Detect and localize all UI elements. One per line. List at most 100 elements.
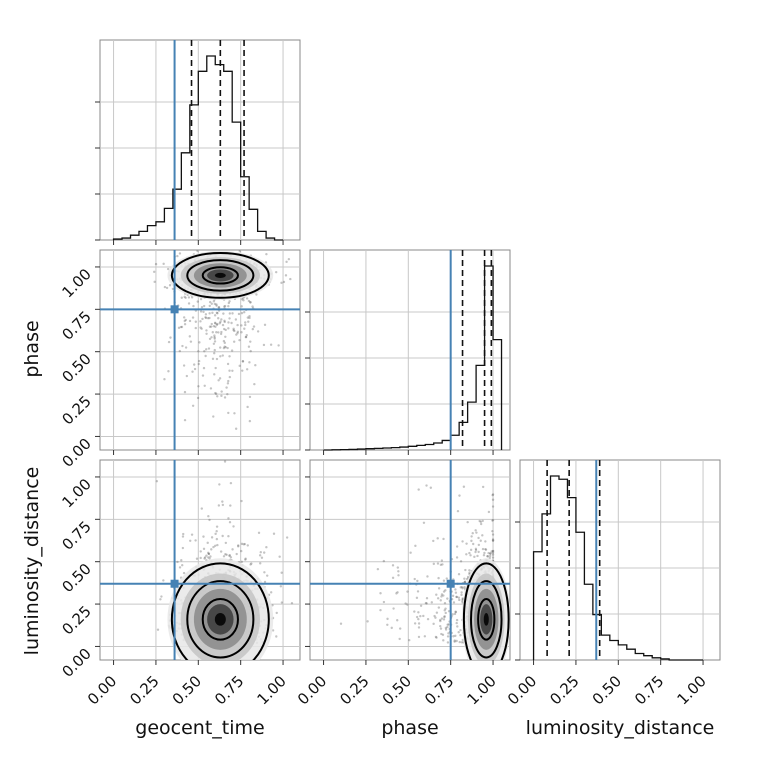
joint-luminosity_distance-vs-geocent_time-sample <box>259 551 262 554</box>
joint-luminosity_distance-vs-geocent_time-sample <box>280 571 283 574</box>
joint-phase-vs-geocent_time-sample <box>242 299 245 302</box>
joint-luminosity_distance-vs-phase-sample <box>474 547 478 551</box>
joint-luminosity_distance-vs-geocent_time-sample <box>258 554 262 557</box>
joint-luminosity_distance-vs-phase-sample <box>469 554 472 557</box>
joint-phase-vs-geocent_time-sample <box>284 274 288 277</box>
joint-phase-vs-geocent_time-sample <box>223 320 226 324</box>
joint-luminosity_distance-vs-geocent_time-sample <box>178 566 182 569</box>
joint-phase-vs-geocent_time-sample <box>241 360 245 363</box>
joint-luminosity_distance-vs-geocent_time-sample <box>265 546 268 549</box>
joint-luminosity_distance-vs-phase-sample <box>491 556 495 559</box>
joint-luminosity_distance-vs-phase-sample <box>477 543 481 547</box>
joint-luminosity_distance-vs-phase-sample <box>447 623 450 626</box>
joint-luminosity_distance-vs-phase-sample <box>406 603 409 606</box>
joint-phase-vs-geocent_time-sample <box>189 340 193 343</box>
joint-phase-vs-geocent_time-sample <box>285 260 288 264</box>
joint-luminosity_distance-vs-geocent_time-sample <box>271 629 275 632</box>
joint-phase-vs-geocent_time-sample <box>247 299 251 303</box>
joint-luminosity_distance-vs-phase-sample <box>397 574 400 577</box>
joint-phase-vs-geocent_time-sample <box>289 277 292 281</box>
joint-luminosity_distance-vs-phase-sample <box>457 596 461 599</box>
joint-luminosity_distance-vs-phase-sample <box>481 534 484 537</box>
joint-phase-vs-geocent_time-sample <box>182 316 186 319</box>
joint-luminosity_distance-vs-geocent_time-sample <box>207 551 210 555</box>
joint-phase-vs-geocent_time-sample <box>227 301 231 305</box>
joint-luminosity_distance-vs-phase-sample <box>459 586 462 589</box>
joint-phase-vs-geocent_time-sample <box>212 415 215 418</box>
joint-luminosity_distance-vs-geocent_time-sample <box>279 585 283 588</box>
joint-luminosity_distance-vs-phase-sample <box>382 600 386 604</box>
joint-luminosity_distance-vs-geocent_time-sample <box>231 548 234 551</box>
joint-luminosity_distance-vs-phase-sample <box>439 619 442 623</box>
joint-phase-vs-geocent_time-sample <box>254 364 257 367</box>
joint-luminosity_distance-vs-phase-sample <box>470 539 473 543</box>
joint-phase-vs-geocent_time-sample <box>201 317 204 321</box>
joint-luminosity_distance-vs-phase-sample <box>425 597 429 600</box>
joint-luminosity_distance-vs-geocent_time-sample <box>208 518 211 522</box>
joint-phase-vs-geocent_time-sample <box>222 339 226 343</box>
joint-phase-vs-geocent_time-sample <box>251 305 254 308</box>
joint-phase-vs-geocent_time-sample <box>269 343 273 346</box>
joint-luminosity_distance-vs-phase-sample <box>436 597 440 600</box>
joint-luminosity_distance-vs-phase-sample <box>426 575 429 578</box>
joint-phase-vs-geocent_time-sample <box>208 300 212 304</box>
joint-phase-vs-geocent_time-panel: 0.00 0.25 0.50 0.75 1.00 <box>58 249 301 471</box>
joint-phase-vs-geocent_time-sample <box>231 312 234 315</box>
joint-luminosity_distance-vs-phase-sample <box>442 594 445 597</box>
joint-phase-vs-geocent_time-sample <box>213 373 216 376</box>
hist-luminosity_distance-xtick-label-1: 0.25 <box>546 672 582 708</box>
joint-luminosity_distance-vs-phase-sample <box>477 536 480 540</box>
joint-luminosity_distance-vs-geocent_time-sample <box>240 499 243 503</box>
joint-phase-vs-geocent_time-sample <box>218 322 222 325</box>
joint-phase-vs-geocent_time-sample <box>232 340 236 343</box>
joint-luminosity_distance-vs-phase-sample <box>474 550 477 554</box>
joint-luminosity_distance-vs-geocent_time-xtick-label-4: 1.00 <box>254 672 290 708</box>
joint-luminosity_distance-vs-phase-sample <box>488 556 491 560</box>
joint-luminosity_distance-vs-phase-sample <box>479 522 483 526</box>
joint-phase-vs-geocent_time-sample <box>213 337 216 340</box>
joint-phase-vs-geocent_time-sample <box>240 311 244 315</box>
joint-luminosity_distance-vs-phase-sample <box>413 610 416 613</box>
joint-phase-vs-geocent_time-sample <box>191 370 194 373</box>
joint-phase-vs-geocent_time-sample <box>205 332 208 335</box>
joint-luminosity_distance-vs-phase-sample <box>491 551 495 554</box>
hist-luminosity_distance-panel: 0.00 0.25 0.50 0.75 1.00 <box>504 459 721 708</box>
joint-phase-vs-geocent_time-sample <box>238 250 241 253</box>
joint-phase-vs-geocent_time-sample <box>230 349 234 352</box>
joint-phase-vs-geocent_time-sample <box>163 285 167 289</box>
joint-luminosity_distance-vs-geocent_time-sample <box>216 543 219 547</box>
joint-luminosity_distance-vs-phase-sample <box>444 611 447 615</box>
joint-luminosity_distance-vs-phase-sample <box>483 551 486 555</box>
joint-luminosity_distance-vs-phase-sample <box>435 611 439 614</box>
ylabel-luminosity_distance: luminosity_distance <box>21 467 43 656</box>
joint-luminosity_distance-vs-phase-sample <box>437 587 441 590</box>
joint-luminosity_distance-vs-geocent_time-sample <box>266 574 269 577</box>
joint-luminosity_distance-vs-geocent_time-sample <box>199 556 202 560</box>
joint-phase-vs-geocent_time-sample <box>240 331 243 334</box>
joint-phase-vs-geocent_time-sample <box>233 412 236 415</box>
joint-luminosity_distance-vs-phase-sample <box>454 634 457 638</box>
joint-phase-vs-geocent_time-sample <box>209 325 213 328</box>
joint-phase-vs-geocent_time-sample <box>203 384 206 388</box>
joint-luminosity_distance-vs-phase-sample <box>392 607 395 610</box>
joint-phase-vs-geocent_time-sample <box>208 337 212 341</box>
joint-phase-vs-geocent_time-sample <box>228 375 232 379</box>
joint-phase-vs-geocent_time-sample <box>199 310 203 313</box>
joint-luminosity_distance-vs-geocent_time-sample <box>269 591 273 594</box>
joint-luminosity_distance-vs-phase-sample <box>477 550 480 554</box>
joint-luminosity_distance-vs-phase-sample <box>459 628 462 632</box>
joint-luminosity_distance-vs-phase-sample <box>390 626 393 630</box>
joint-phase-vs-geocent_time-sample <box>248 316 251 320</box>
joint-luminosity_distance-vs-phase-sample <box>439 563 443 567</box>
joint-luminosity_distance-vs-geocent_time-sample <box>221 500 224 503</box>
joint-phase-vs-geocent_time-sample <box>192 363 196 366</box>
joint-phase-vs-geocent_time-sample <box>167 340 171 344</box>
joint-phase-vs-geocent_time-sample <box>248 395 252 399</box>
joint-phase-vs-geocent_time-sample <box>241 360 245 363</box>
joint-phase-vs-geocent_time-sample <box>182 364 186 367</box>
joint-luminosity_distance-vs-phase-sample <box>491 549 495 553</box>
joint-phase-vs-geocent_time-sample <box>214 325 217 328</box>
joint-phase-vs-geocent_time-sample <box>188 319 192 323</box>
joint-phase-vs-geocent_time-sample <box>215 357 219 361</box>
